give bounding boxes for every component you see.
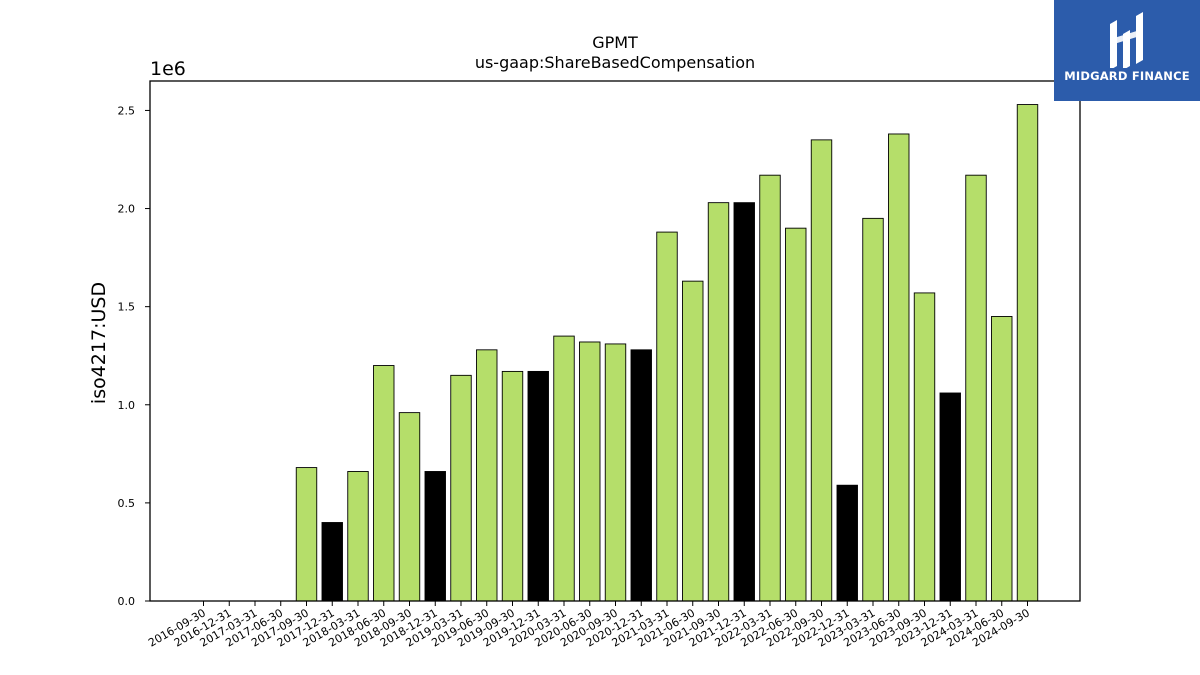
y-tick-label: 0.5: [118, 497, 136, 510]
bar-2022-09-30: [810, 139, 833, 602]
chart-subtitle: us-gaap:ShareBasedCompensation: [475, 53, 755, 72]
y-axis-label: iso4217:USD: [88, 282, 110, 404]
bar-2022-12-31: [836, 484, 858, 602]
y-tick-label: 0.0: [118, 595, 136, 608]
bar-2023-09-30: [913, 292, 936, 602]
y-tick-label: 2.0: [118, 203, 136, 216]
logo-text: MIDGARD FINANCE: [1064, 69, 1190, 83]
y-ticks-group: 0.0 0.5 1.0 1.5 2.0 2.5: [118, 104, 150, 608]
x-ticks-group: 2016-09-302016-12-312017-03-312017-06-30…: [146, 601, 1032, 650]
bar-2017-12-31: [321, 522, 343, 602]
bar-2024-03-31: [965, 174, 987, 602]
chart-title: GPMT: [592, 33, 638, 52]
bar-2022-03-31: [759, 174, 781, 602]
bar-2024-06-30: [991, 316, 1013, 602]
bar-2020-09-30: [604, 343, 627, 602]
midgard-finance-logo: MIDGARD FINANCE: [1054, 0, 1200, 101]
plot-frame: [149, 80, 1081, 602]
bar-2023-06-30: [888, 133, 910, 602]
midgard-finance-logo-icon: [1110, 12, 1143, 68]
bar-2021-06-30: [682, 280, 704, 602]
y-tick-label: 1.0: [118, 399, 136, 412]
bar-2023-03-31: [862, 217, 884, 602]
y-tick-label: 1.5: [118, 301, 136, 314]
bar-2018-03-31: [347, 471, 369, 602]
bar-2020-03-31: [553, 335, 575, 602]
bar-2022-06-30: [785, 227, 807, 602]
bar-2019-09-30: [501, 370, 524, 602]
bar-2021-12-31: [733, 202, 755, 602]
bar-2019-12-31: [527, 370, 549, 602]
bars-group: [295, 104, 1039, 602]
bar-2020-12-31: [630, 349, 652, 602]
bar-2017-09-30: [295, 467, 318, 602]
bar-2024-09-30: [1016, 104, 1039, 602]
bar-2018-09-30: [398, 412, 421, 602]
bar-2019-06-30: [476, 349, 498, 602]
bar-2023-12-31: [939, 392, 961, 602]
bar-2019-03-31: [450, 374, 472, 602]
y-tick-label: 2.5: [118, 104, 136, 117]
bar-2018-12-31: [424, 471, 446, 602]
bar-2021-03-31: [656, 231, 678, 602]
bar-2018-06-30: [373, 365, 395, 602]
bar-2020-06-30: [579, 341, 601, 602]
y-offset-label: 1e6: [150, 58, 186, 80]
bar-2021-09-30: [707, 202, 730, 602]
